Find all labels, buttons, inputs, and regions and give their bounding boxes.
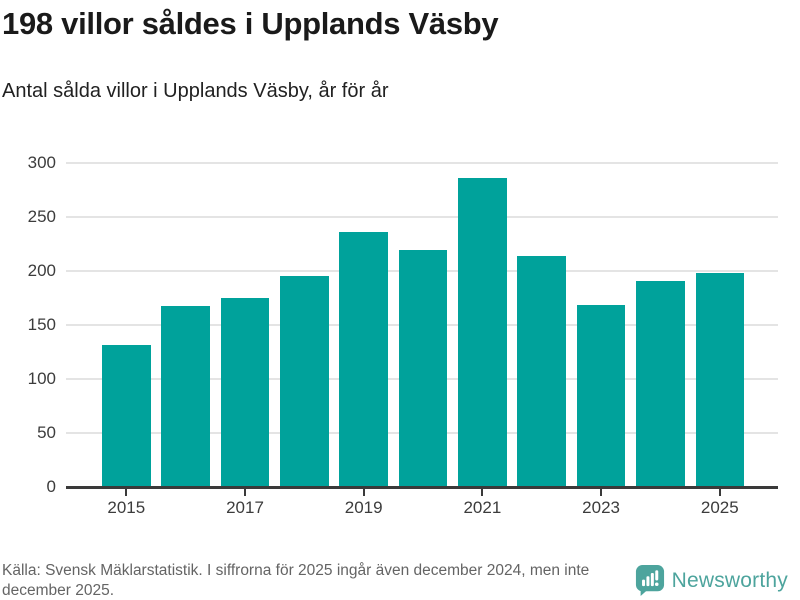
y-axis-label-100: 100 (27, 368, 56, 388)
bar-2020 (398, 249, 448, 487)
y-axis-label-50: 50 (37, 422, 56, 442)
bar-2015 (102, 345, 151, 487)
x-tick-2019 (362, 488, 365, 496)
x-tick-2025 (718, 488, 721, 496)
gridline-y-250 (66, 215, 778, 218)
bar-2025 (695, 272, 745, 487)
y-axis-label-150: 150 (27, 314, 56, 334)
source-note: Källa: Svensk Mäklarstatistik. I siffror… (2, 562, 590, 599)
y-axis-label-0: 0 (46, 476, 56, 496)
bar-2023 (576, 305, 626, 487)
x-axis-label-2019: 2019 (344, 497, 383, 517)
bar-2021 (458, 177, 507, 487)
x-axis-label-2017: 2017 (226, 497, 264, 517)
bar-2018 (280, 275, 329, 487)
x-axis-line (66, 485, 778, 489)
chart-subtitle: Antal sålda villor i Upplands Väsby, år … (2, 80, 389, 102)
page-title: 198 villor såldes i Upplands Väsby (2, 6, 499, 41)
x-tick-2017 (244, 488, 246, 496)
x-tick-2015 (125, 488, 128, 496)
bar-2024 (636, 281, 685, 487)
x-tick-2023 (600, 488, 603, 496)
bar-2022 (517, 256, 567, 487)
x-axis-label-2021: 2021 (463, 497, 502, 517)
x-axis-label-2025: 2025 (700, 497, 739, 517)
newsworthy-logo: Newsworthy (635, 564, 788, 597)
newsworthy-chart-bubble-icon (635, 565, 664, 596)
gridline-y-300 (66, 161, 778, 164)
y-axis-label-300: 300 (27, 152, 56, 172)
newsworthy-wordmark: Newsworthy (671, 568, 788, 592)
bar-2019 (339, 231, 388, 487)
bar-2016 (161, 306, 210, 487)
y-axis-label-250: 250 (27, 206, 56, 226)
bar-2017 (220, 297, 270, 487)
x-tick-2021 (481, 488, 484, 496)
x-axis-label-2023: 2023 (582, 497, 620, 517)
x-axis-label-2015: 2015 (107, 497, 146, 517)
y-axis-label-200: 200 (27, 260, 56, 280)
